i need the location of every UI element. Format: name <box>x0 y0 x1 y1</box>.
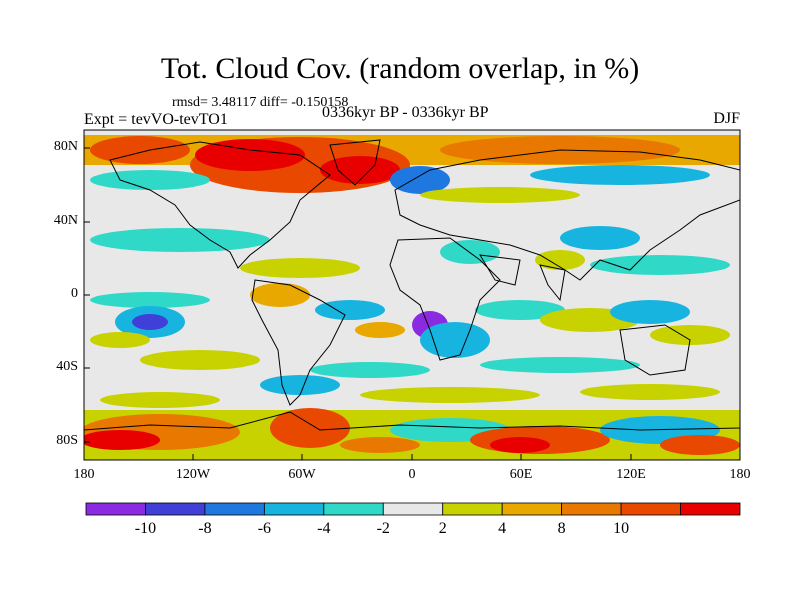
lon-label: 60E <box>509 467 533 482</box>
lat-label: 40S <box>56 359 78 374</box>
colorbar-swatch <box>145 502 206 516</box>
colorbar-label: -10 <box>134 520 157 537</box>
colorbar-label: -2 <box>376 520 390 537</box>
lat-label: 80S <box>56 433 78 448</box>
lon-label: 120E <box>616 467 646 482</box>
lat-label: 40N <box>53 213 78 228</box>
colorbar-label: -4 <box>317 520 331 537</box>
colorbar-swatch <box>382 502 444 516</box>
colorbar-swatch <box>620 502 681 516</box>
lon-label: 0 <box>408 467 416 482</box>
axis-ticks <box>83 147 741 460</box>
colorbar <box>85 502 741 516</box>
colorbar-label: -6 <box>257 520 272 537</box>
stats-line: rmsd= 3.48117 diff= -0.150158 <box>172 95 349 110</box>
period-label: 0336kyr BP - 0336kyr BP <box>322 104 489 121</box>
colorbar-swatch <box>263 502 325 516</box>
colorbar-label: 10 <box>613 520 630 537</box>
colorbar-label: -8 <box>198 520 212 537</box>
colorbar-label: 8 <box>557 520 566 537</box>
coastlines <box>84 139 740 431</box>
colorbar-swatch <box>442 502 503 516</box>
map-title: Tot. Cloud Cov. (random overlap, in %) <box>160 52 640 85</box>
lat-label: 80N <box>53 139 78 154</box>
lon-label: 180 <box>729 467 751 482</box>
colorbar-swatch <box>204 502 265 516</box>
experiment-label: Expt = tevVO-tevTO1 <box>84 111 228 128</box>
lon-label: 120W <box>175 467 211 482</box>
colorbar-label: 2 <box>438 520 447 537</box>
colorbar-swatch <box>561 502 622 516</box>
lon-label: 180 <box>73 467 95 482</box>
colorbar-label: 4 <box>498 520 507 537</box>
colorbar-swatch <box>323 502 384 516</box>
season-label: DJF <box>713 110 740 127</box>
colorbar-swatch <box>680 502 741 516</box>
lat-label: 0 <box>71 286 78 301</box>
lon-label: 60W <box>288 467 316 482</box>
colorbar-swatch <box>85 502 146 516</box>
colorbar-swatch <box>501 502 563 516</box>
